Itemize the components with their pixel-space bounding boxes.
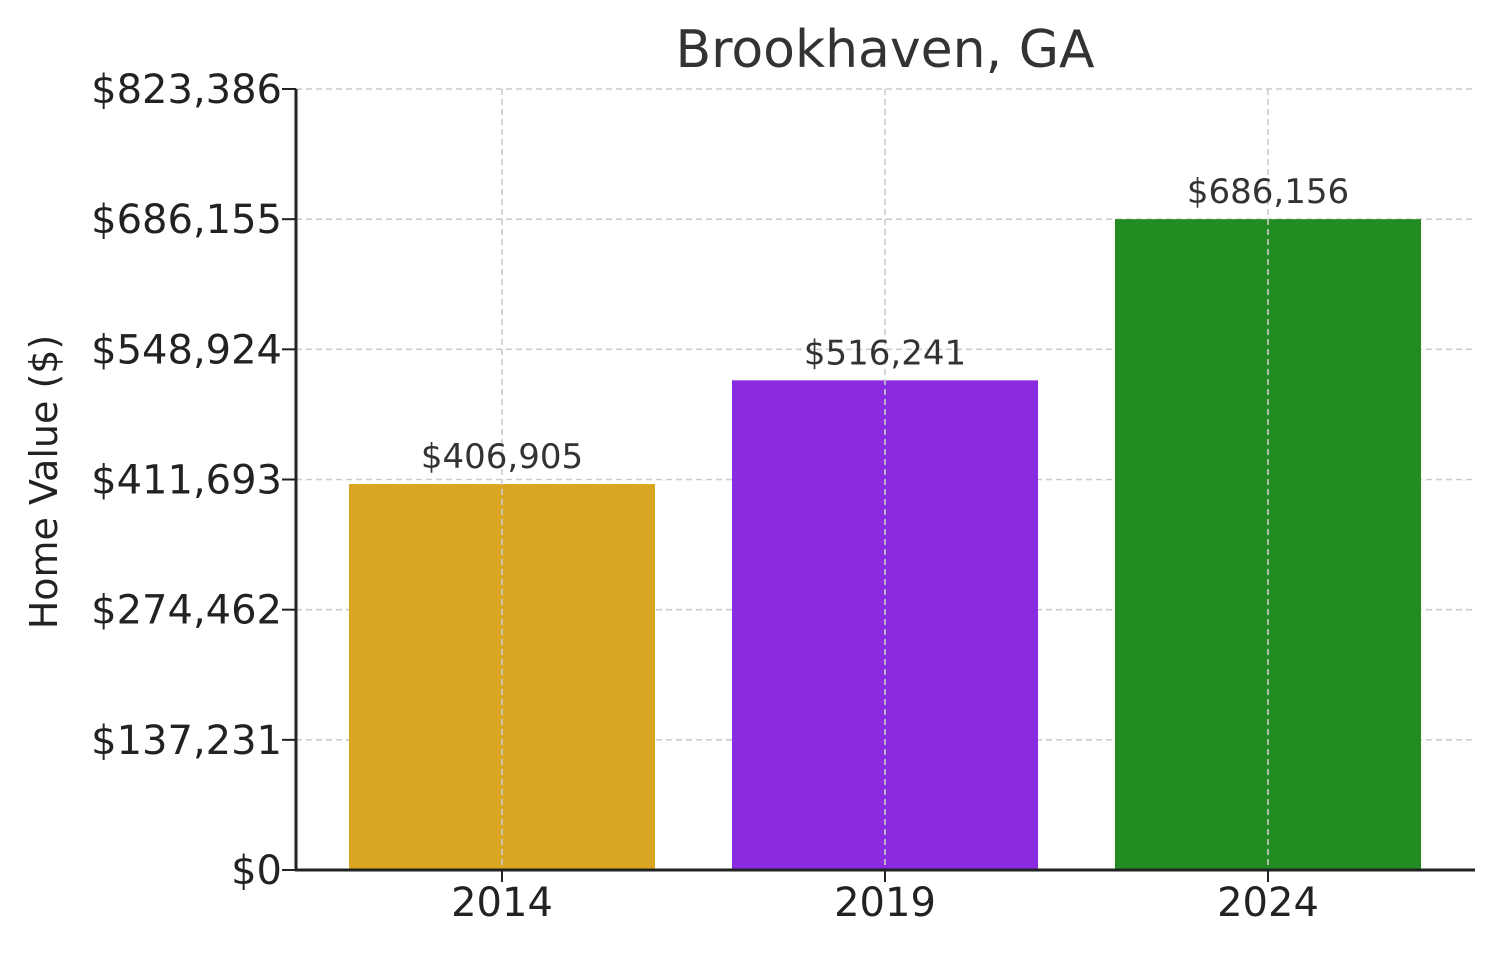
y-tick-label: $411,693: [91, 458, 282, 504]
y-tick-label: $137,231: [91, 718, 282, 764]
vertical-grid-layer: [501, 89, 1269, 870]
bar-value-label: $686,156: [1187, 172, 1349, 212]
y-tick-label: $274,462: [91, 588, 282, 634]
value-labels-layer: $406,905 $516,241 $686,156: [421, 172, 1349, 477]
y-tick-label: $823,386: [91, 67, 282, 113]
y-axis-label: Home Value ($): [22, 335, 66, 630]
chart-title: Brookhaven, GA: [675, 20, 1095, 80]
bar-value-label: $516,241: [804, 333, 966, 373]
ticks-layer: $0 $137,231 $274,462 $411,693 $548,924 $686,1…: [91, 67, 1319, 926]
y-tick-label: $686,155: [91, 197, 282, 243]
y-tick-label: $0: [231, 848, 282, 894]
bar-2014: [349, 484, 655, 870]
x-tick-label: 2014: [451, 880, 553, 926]
y-tick-label: $548,924: [91, 327, 282, 373]
x-tick-label: 2024: [1217, 880, 1319, 926]
bar-value-label: $406,905: [421, 437, 583, 477]
x-tick-label: 2019: [834, 880, 936, 926]
